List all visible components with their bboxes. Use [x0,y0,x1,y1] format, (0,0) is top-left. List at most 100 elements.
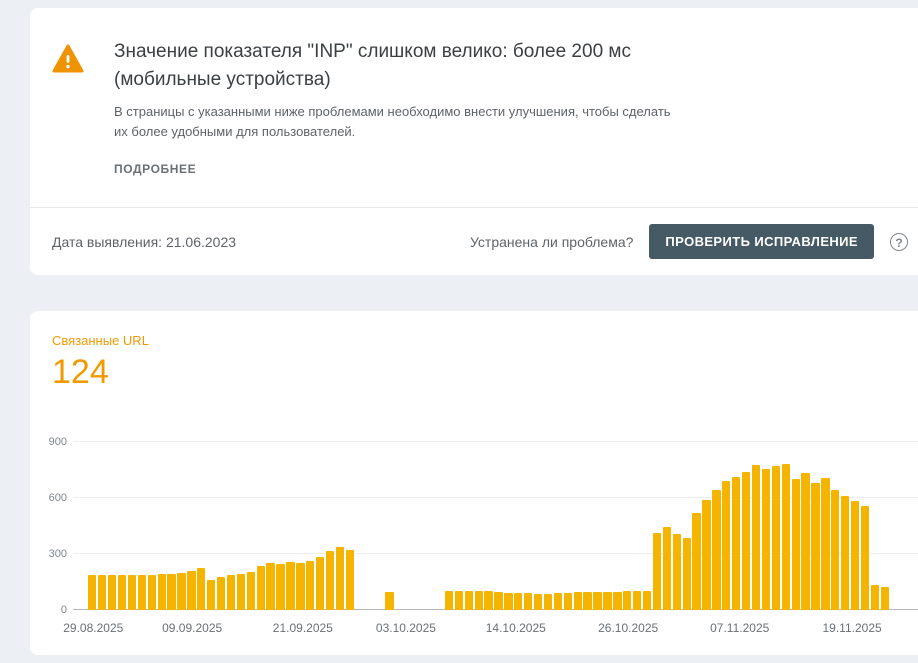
bar[interactable] [841,496,850,610]
bar[interactable] [702,499,711,610]
bar-slot [444,442,454,610]
bar[interactable] [137,575,146,610]
validate-fix-button[interactable]: ПРОВЕРИТЬ ИСПРАВЛЕНИЕ [649,224,874,259]
bar[interactable] [325,551,335,610]
bar[interactable] [177,572,186,610]
bar[interactable] [870,584,880,610]
bar[interactable] [345,550,355,610]
bar[interactable] [504,593,513,610]
bar[interactable] [98,575,107,610]
bar[interactable] [831,489,840,610]
bar[interactable] [672,534,681,610]
bar[interactable] [306,560,315,610]
bar[interactable] [524,593,533,610]
bar-slot [860,442,870,610]
bar[interactable] [88,575,97,610]
bar[interactable] [256,566,265,610]
bar[interactable] [316,556,325,610]
bar-slot [127,442,137,610]
bar[interactable] [860,506,870,610]
bar[interactable] [266,563,275,610]
bar[interactable] [623,591,632,610]
bar[interactable] [127,575,137,610]
bar[interactable] [811,483,820,610]
bar-slot [761,442,771,610]
bar[interactable] [662,526,672,610]
bar[interactable] [751,465,761,610]
bar[interactable] [692,512,701,610]
bar[interactable] [216,577,226,610]
x-tick-label: 09.09.2025 [162,621,223,635]
bar[interactable] [603,592,612,610]
x-tick-label: 07.11.2025 [710,621,770,635]
bar[interactable] [593,592,602,610]
bar[interactable] [613,592,622,610]
bar[interactable] [454,591,463,610]
bar[interactable] [652,532,662,610]
bar[interactable] [107,575,117,610]
bar[interactable] [850,500,860,610]
bar[interactable] [682,538,691,610]
bar[interactable] [722,481,731,610]
bar[interactable] [444,591,454,610]
y-tick-label: 900 [48,436,67,448]
bar-slot [593,442,603,610]
details-link[interactable]: ПОДРОБНЕЕ [114,162,197,176]
bar-slot [295,442,305,610]
x-tick-label: 29.08.2025 [63,621,124,635]
bar[interactable] [712,489,721,610]
bar[interactable] [484,591,493,610]
bar-slot [573,442,583,610]
bar-slot [137,442,147,610]
bar[interactable] [246,571,255,610]
bar[interactable] [514,593,523,610]
bar[interactable] [286,562,295,610]
bar-slot [692,442,702,610]
bar[interactable] [167,573,176,610]
bar[interactable] [207,580,216,610]
bar-slot [811,442,821,610]
bar-slot [454,442,464,610]
x-tick-label: 19.11.2025 [822,621,882,635]
bar[interactable] [880,586,889,610]
bar[interactable] [474,591,483,610]
bar[interactable] [226,574,236,610]
bar-slot [682,442,692,610]
bar[interactable] [276,564,285,610]
bar[interactable] [563,593,572,610]
bar[interactable] [553,593,563,610]
bar-slot [523,442,533,610]
bar[interactable] [821,478,830,610]
bar[interactable] [533,594,543,610]
bar[interactable] [464,591,473,610]
bar[interactable] [187,570,196,610]
bar-slot [721,442,731,610]
bar[interactable] [385,592,394,610]
bar[interactable] [157,573,166,610]
bar[interactable] [573,592,582,610]
bar[interactable] [197,568,206,610]
bar[interactable] [296,563,305,610]
bar[interactable] [236,573,246,610]
bar[interactable] [117,575,127,610]
bar[interactable] [761,469,771,610]
bar[interactable] [642,591,652,610]
bar[interactable] [583,592,592,610]
bar[interactable] [771,466,780,610]
help-icon[interactable]: ? [890,232,908,251]
bar-slot [583,442,593,610]
bar-slot [147,442,157,610]
bar[interactable] [801,472,810,610]
bar[interactable] [335,547,345,610]
bar-slot [186,442,196,610]
bar[interactable] [543,594,553,610]
bar[interactable] [147,574,156,610]
bar[interactable] [494,592,503,610]
bar[interactable] [741,471,751,610]
bar-slot [216,442,226,610]
bar[interactable] [633,591,642,610]
bar[interactable] [732,476,741,610]
bar[interactable] [781,464,790,610]
bar[interactable] [791,479,800,610]
bar-slot [533,442,543,610]
